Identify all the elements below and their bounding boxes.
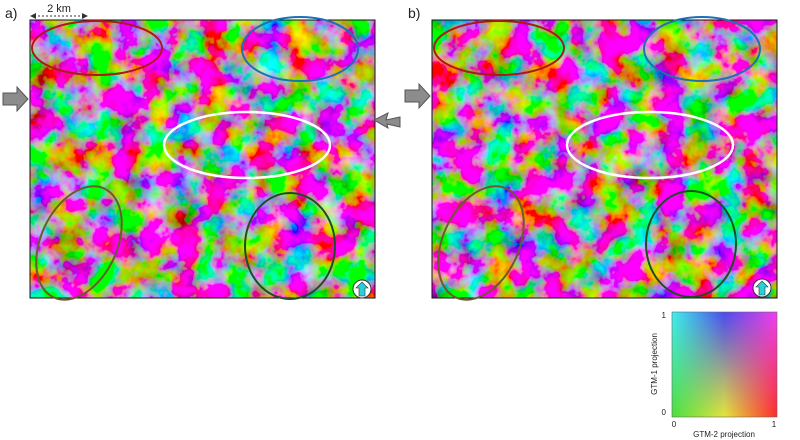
- attribute-map: [432, 20, 777, 298]
- north-arrow: [755, 280, 769, 296]
- scale-label: 2 km: [47, 3, 71, 15]
- scale-bar-ends: [30, 13, 88, 19]
- ellipse-blue: [643, 16, 761, 82]
- x-axis-label: GTM-2 projection: [693, 430, 755, 439]
- ellipse-green: [244, 192, 336, 300]
- arrow-left: [404, 82, 431, 110]
- map-frame: [431, 19, 778, 299]
- arrow-right: [372, 112, 401, 130]
- key-top: [672, 312, 777, 417]
- x-tick-label: 0: [672, 420, 677, 429]
- ellipse-green: [645, 190, 737, 298]
- panel-a: a) 2 km: [2, 3, 401, 301]
- ellipse-blue: [241, 16, 359, 82]
- map-frame: [29, 19, 376, 299]
- ellipse-white: [162, 110, 332, 180]
- x-tick-label: 1: [772, 420, 777, 429]
- north-arrow: [355, 281, 369, 297]
- key-frame: [671, 311, 778, 418]
- panel-label: a): [5, 5, 17, 21]
- panel-b: b): [404, 5, 778, 301]
- color-key: 1 0 0 1 GTM-2 projection GTM-1 projectio…: [650, 311, 778, 439]
- y-tick-label: 1: [662, 311, 667, 320]
- arrow-left: [2, 85, 29, 113]
- y-tick-label: 0: [662, 408, 667, 417]
- panel-label: b): [408, 5, 420, 21]
- ellipse-red: [433, 20, 565, 76]
- attribute-map: [30, 20, 375, 298]
- y-axis-label: GTM-1 projection: [650, 333, 659, 395]
- ellipse-white: [565, 110, 735, 180]
- ellipse-olive: [437, 185, 525, 301]
- ellipse-olive: [35, 185, 123, 301]
- ellipse-red: [31, 20, 163, 76]
